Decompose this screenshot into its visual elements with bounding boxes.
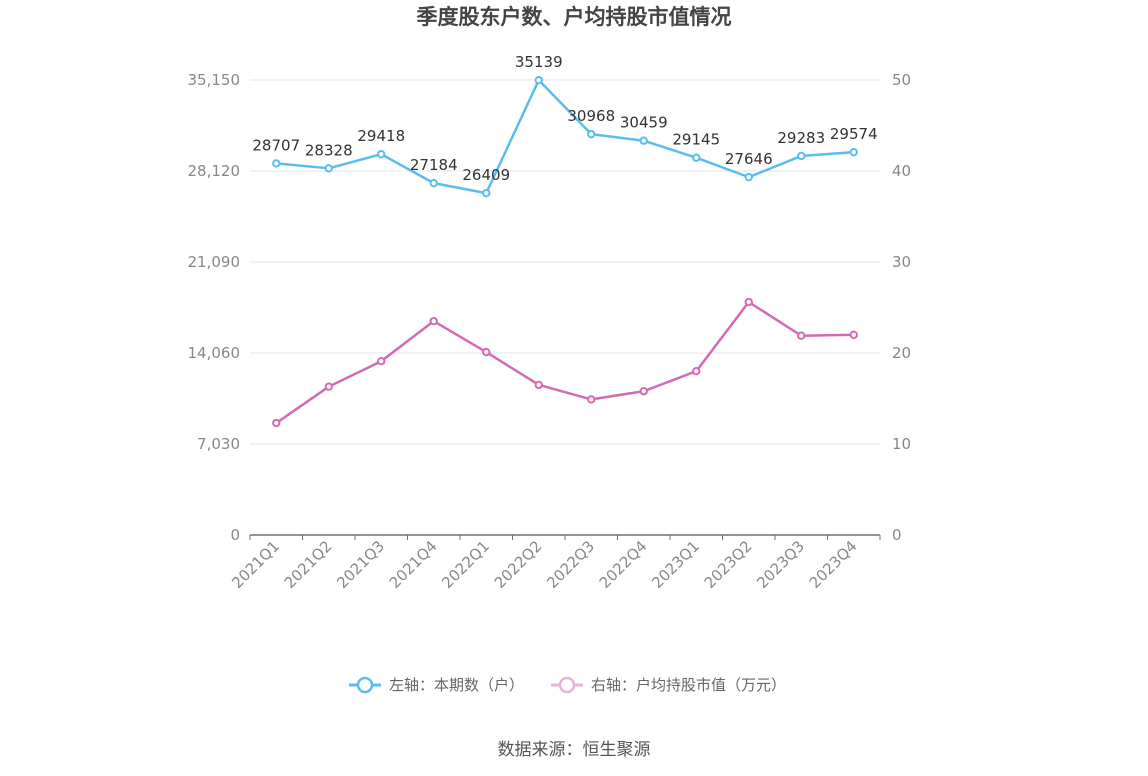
source-note: 数据来源：恒生聚源 (498, 740, 651, 760)
data-point-right[interactable] (587, 395, 596, 404)
legend-item-right-series[interactable]: 右轴：户均持股市值（万元） (551, 676, 786, 694)
x-axis-category-label: 2022Q4 (596, 537, 651, 592)
x-axis-category-label: 2023Q2 (701, 537, 756, 592)
data-label-left: 28328 (305, 141, 353, 159)
data-point-right[interactable] (482, 347, 491, 357)
data-label-left: 30968 (567, 107, 615, 125)
x-axis-category-label: 2022Q2 (491, 537, 546, 592)
right-axis-tick-label: 50 (892, 71, 911, 89)
data-label-left: 29283 (777, 129, 825, 147)
x-axis-category-label: 2022Q3 (543, 537, 598, 592)
data-point-left[interactable] (692, 153, 701, 162)
data-label-left: 29574 (830, 125, 878, 143)
series-line-right (275, 300, 854, 425)
series-lines (272, 75, 858, 428)
series-line-left (276, 78, 854, 195)
data-point-left[interactable] (324, 164, 333, 173)
data-point-right[interactable] (272, 418, 281, 428)
legend-item-left-series[interactable]: 左轴：本期数（户） (349, 676, 524, 694)
x-axis-category-label: 2021Q4 (386, 537, 441, 592)
data-label-left: 30459 (620, 114, 668, 132)
x-axis-category-label: 2022Q1 (438, 537, 493, 592)
left-axis-tick-label: 28,120 (188, 162, 241, 180)
data-point-right[interactable] (534, 380, 543, 390)
data-point-left[interactable] (849, 147, 858, 157)
grid-lines (250, 79, 880, 445)
x-axis-category-label: 2021Q1 (228, 537, 283, 592)
data-point-left[interactable] (272, 159, 281, 168)
data-label-left: 29418 (357, 127, 405, 145)
data-point-right[interactable] (639, 387, 648, 396)
data-point-right[interactable] (377, 356, 386, 366)
data-point-left[interactable] (377, 149, 386, 159)
data-point-left[interactable] (429, 178, 438, 188)
legend-marker-right-series (558, 676, 576, 694)
legend: 左轴：本期数（户） 右轴：户均持股市值（万元） (349, 676, 786, 694)
data-point-right[interactable] (429, 316, 438, 326)
data-label-left: 28707 (252, 136, 300, 154)
legend-marker-left-series (356, 676, 374, 694)
left-axis-tick-label: 21,090 (188, 253, 241, 271)
data-point-left[interactable] (482, 188, 491, 198)
left-axis-tick-label: 7,030 (197, 435, 240, 453)
x-axis-category-label: 2021Q3 (333, 537, 388, 592)
x-axis-category-label: 2023Q1 (648, 537, 703, 592)
data-point-right[interactable] (849, 330, 858, 339)
data-label-left: 35139 (515, 53, 563, 71)
left-axis-tick-label: 0 (230, 526, 240, 544)
data-point-right[interactable] (692, 367, 701, 376)
x-axis-category-label: 2023Q3 (753, 537, 808, 592)
legend-label-left-series: 左轴：本期数（户） (389, 676, 524, 694)
right-axis-tick-label: 20 (892, 344, 911, 362)
right-axis-tick-label: 0 (892, 526, 902, 544)
left-axis-tick-label: 14,060 (188, 344, 241, 362)
data-point-left[interactable] (534, 75, 543, 85)
right-axis-tick-label: 30 (892, 253, 911, 271)
data-label-left: 27646 (725, 150, 773, 168)
data-point-left[interactable] (744, 172, 753, 182)
data-label-left: 27184 (410, 156, 458, 174)
data-label-left: 26409 (462, 166, 510, 184)
data-point-left[interactable] (797, 151, 806, 161)
data-label-left: 29145 (672, 131, 720, 149)
legend-label-right-series: 右轴：户均持股市值（万元） (591, 676, 786, 694)
data-point-left[interactable] (639, 136, 648, 145)
chart-title: 季度股东户数、户均持股市值情况 (417, 5, 732, 29)
right-axis-tick-label: 10 (892, 435, 911, 453)
data-point-left[interactable] (587, 129, 596, 139)
data-point-right[interactable] (324, 382, 333, 391)
data-point-right[interactable] (797, 331, 806, 340)
x-axis-category-label: 2023Q4 (806, 537, 861, 592)
left-axis-tick-label: 35,150 (188, 71, 241, 89)
right-axis-tick-label: 40 (892, 162, 911, 180)
data-point-right[interactable] (744, 297, 753, 307)
x-axis-category-label: 2021Q2 (281, 537, 336, 592)
